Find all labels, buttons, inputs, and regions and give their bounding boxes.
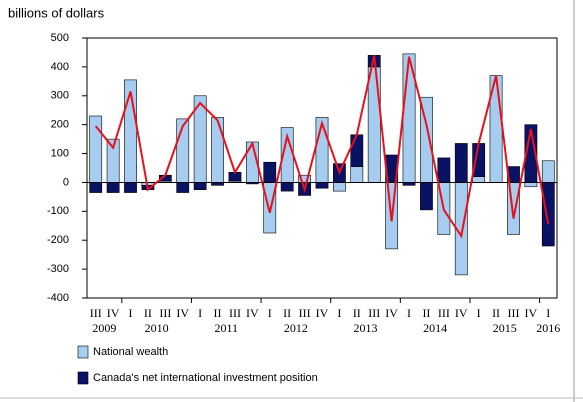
year-label: 2014 [423, 321, 447, 335]
bar [193, 182, 207, 190]
legend-swatch [77, 345, 89, 359]
year-label: 2010 [145, 321, 169, 335]
legend-label: Canada's net international investment po… [93, 372, 318, 384]
bar [437, 157, 451, 183]
x-tick-label: III [159, 306, 171, 320]
x-tick-label: IV [385, 306, 398, 320]
x-tick-label: II [214, 306, 222, 320]
x-tick-label: III [368, 306, 380, 320]
x-tick-label: II [492, 306, 500, 320]
y-tick-label: 500 [51, 32, 69, 44]
y-tick-label: -300 [47, 263, 69, 275]
bar [541, 182, 555, 247]
x-tick-label: I [546, 306, 550, 320]
bar [176, 182, 190, 193]
x-tick-label: IV [455, 306, 468, 320]
bar [333, 182, 346, 192]
y-tick-label: -400 [47, 292, 69, 304]
x-tick-label: I [198, 306, 202, 320]
bar [367, 66, 381, 183]
x-tick-label: II [144, 306, 152, 320]
legend-label: National wealth [93, 346, 168, 358]
bar [350, 166, 364, 183]
x-tick-label: III [438, 306, 450, 320]
x-tick-label: II [283, 306, 291, 320]
bar [89, 115, 103, 183]
x-tick-label: I [337, 306, 341, 320]
bar [89, 182, 103, 193]
bar [541, 160, 555, 183]
bar [263, 161, 277, 183]
x-tick-label: II [422, 306, 430, 320]
bar [350, 134, 364, 167]
bar [211, 117, 224, 183]
bar [315, 182, 329, 189]
line [94, 55, 550, 239]
x-tick-label: I [407, 306, 411, 320]
bar [420, 182, 433, 211]
plot-frame [86, 37, 558, 299]
x-tick-label: IV [246, 306, 259, 320]
year-label: 2011 [214, 321, 238, 335]
legend-swatch [77, 371, 89, 385]
x-tick-label: I [477, 306, 481, 320]
y-axis-label: billions of dollars [8, 5, 105, 20]
x-tick-label: I [129, 306, 133, 320]
bar [124, 182, 137, 193]
x-tick-label: IV [107, 306, 120, 320]
y-tick-label: -200 [47, 234, 69, 246]
x-tick-label: IV [525, 306, 538, 320]
x-tick-label: IV [176, 306, 189, 320]
y-tick-label: 200 [51, 119, 69, 131]
year-label: 2013 [354, 321, 378, 335]
y-tick-label: 400 [51, 61, 69, 73]
year-label: 2012 [284, 321, 308, 335]
x-tick-label: III [229, 306, 241, 320]
bar [280, 182, 294, 192]
y-tick-label: 0 [63, 176, 69, 188]
year-label: 2016 [536, 321, 560, 335]
bar [524, 182, 538, 188]
y-tick-label: 100 [51, 147, 69, 159]
y-tick-label: -100 [47, 205, 69, 217]
year-label: 2015 [493, 321, 517, 335]
bar [315, 117, 329, 183]
x-tick-label: III [299, 306, 311, 320]
y-tick-label: 300 [51, 90, 69, 102]
x-tick-label: IV [316, 306, 329, 320]
bar [106, 182, 120, 193]
x-tick-label: I [268, 306, 272, 320]
x-tick-label: II [353, 306, 361, 320]
bar [472, 176, 486, 183]
year-label: 2009 [92, 321, 116, 335]
x-tick-label: III [507, 306, 519, 320]
bar [454, 143, 468, 183]
x-tick-label: III [90, 306, 102, 320]
